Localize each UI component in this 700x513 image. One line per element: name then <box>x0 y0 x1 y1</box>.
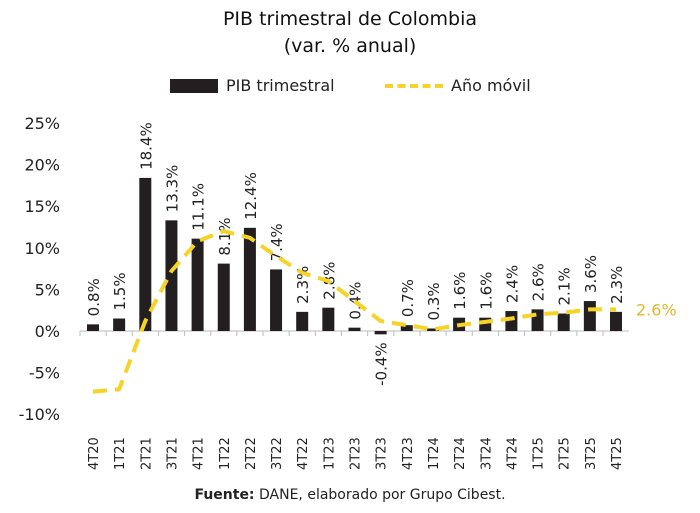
y-tick-label: 5% <box>35 280 60 299</box>
source-note: Fuente: DANE, elaborado por Grupo Cibest… <box>0 487 700 503</box>
bar <box>426 328 439 331</box>
x-tick-label: 3T22 <box>270 437 285 470</box>
bar <box>87 324 99 331</box>
bar-data-label: 12.4% <box>242 172 260 220</box>
x-tick-label: 2T21 <box>139 437 154 470</box>
bar-data-label: 3.6% <box>582 255 600 293</box>
bar <box>583 301 596 331</box>
legend-line: Año móvil <box>385 76 531 95</box>
bar-data-label: 18.4% <box>137 122 155 170</box>
bar <box>505 311 518 331</box>
x-tick-label: 3T25 <box>584 437 599 470</box>
bar <box>374 331 387 335</box>
x-tick-label: 1T21 <box>113 437 128 470</box>
x-tick-label: 4T25 <box>610 437 625 470</box>
x-tick-label: 1T25 <box>532 437 547 470</box>
x-tick-label: 4T20 <box>87 437 102 470</box>
source-bold: Fuente: <box>194 487 255 503</box>
source-text: DANE, elaborado por Grupo Cibest. <box>254 487 506 503</box>
y-tick-label: 10% <box>24 239 60 258</box>
bar-data-label: 0.3% <box>425 282 443 320</box>
y-tick-label: -5% <box>29 364 60 383</box>
legend-bar-label: PIB trimestral <box>226 76 335 95</box>
x-tick-label: 1T22 <box>218 437 233 470</box>
x-tick-label: 3T23 <box>375 437 390 470</box>
x-tick-label: 1T23 <box>322 437 337 470</box>
bar <box>400 325 413 331</box>
legend-bar-swatch <box>170 78 218 93</box>
bar <box>113 318 126 331</box>
bar <box>531 309 544 331</box>
bar-data-label: 0.8% <box>85 278 103 316</box>
bar <box>557 313 570 331</box>
bar <box>296 311 309 331</box>
y-tick-label: -10% <box>19 405 60 424</box>
legend-bar: PIB trimestral <box>170 76 335 95</box>
bar-data-label: 13.3% <box>163 165 181 213</box>
y-tick-label: 0% <box>35 322 60 341</box>
bar-data-label: 11.1% <box>190 183 208 231</box>
chart-title: PIB trimestral de Colombia <box>222 8 478 30</box>
x-tick-label: 4T24 <box>505 437 520 470</box>
bar <box>165 220 178 331</box>
bar-data-label: 8.1% <box>216 217 234 255</box>
x-tick-label: 4T22 <box>296 437 311 470</box>
bar-data-label: 2.1% <box>556 267 574 305</box>
x-tick-label: 1T24 <box>427 437 442 470</box>
bar <box>322 307 335 331</box>
bar <box>348 327 361 331</box>
bar <box>610 311 622 331</box>
x-tick-label: 4T23 <box>401 437 416 470</box>
bar-data-label: 2.3% <box>608 266 626 304</box>
x-tick-label: 2T22 <box>244 437 259 470</box>
chart-subtitle: (var. % anual) <box>283 35 417 57</box>
y-tick-label: 15% <box>24 197 60 216</box>
y-tick-label: 20% <box>24 156 60 175</box>
legend-line-swatch <box>385 83 443 88</box>
bar <box>217 263 230 331</box>
x-tick-label: 3T24 <box>479 437 494 470</box>
bar-data-label: 1.5% <box>111 272 129 310</box>
x-tick-label: 2T25 <box>558 437 573 470</box>
bar <box>191 238 204 331</box>
x-tick-label: 2T24 <box>453 437 468 470</box>
bar-data-label: 1.6% <box>477 272 495 310</box>
bar-data-label: 0.7% <box>399 279 417 317</box>
bar <box>139 177 152 331</box>
bar-data-label: -0.4% <box>373 342 391 386</box>
bar-data-label: 7.4% <box>268 223 286 261</box>
y-tick-label: 25% <box>24 114 60 133</box>
x-tick-label: 3T21 <box>165 437 180 470</box>
bar-data-label: 2.4% <box>503 265 521 303</box>
line-end-label: 2.6% <box>636 300 677 319</box>
bar-data-label: 1.6% <box>451 272 469 310</box>
x-tick-label: 4T21 <box>192 437 207 470</box>
line-ano-movil <box>92 229 616 394</box>
bar <box>270 269 283 331</box>
x-tick-label: 2T23 <box>349 437 364 470</box>
bar-data-label: 2.6% <box>530 263 548 301</box>
legend-line-label: Año móvil <box>451 76 531 95</box>
bar <box>243 227 256 331</box>
